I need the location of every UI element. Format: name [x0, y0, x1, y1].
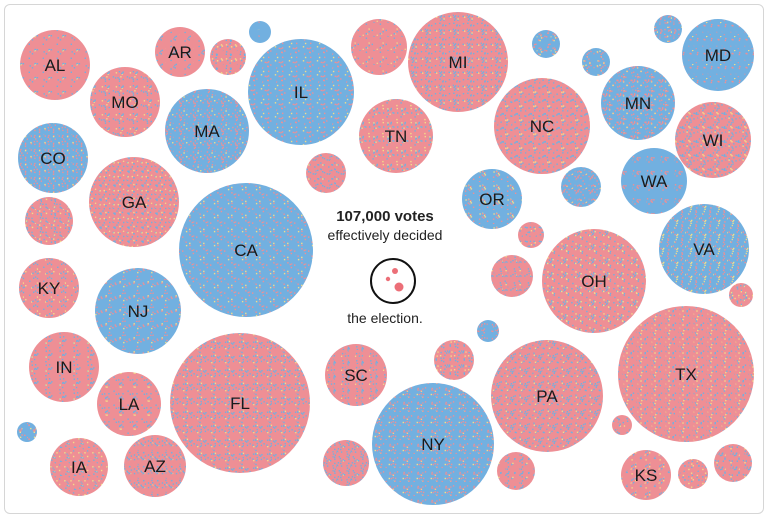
state-label-ky: KY: [38, 279, 61, 298]
state-bubble-wi: [675, 102, 751, 178]
state-bubble-ia: [50, 438, 108, 496]
state-bubble-ca: [179, 183, 313, 317]
decisive-votes-icon: [370, 258, 416, 304]
state-label-tx: TX: [675, 365, 697, 384]
state-bubble-unlabeled: [351, 19, 407, 75]
state-label-az: AZ: [144, 457, 166, 476]
state-label-fl: FL: [230, 394, 250, 413]
state-bubble-unlabeled: [434, 340, 474, 380]
state-bubble-unlabeled: [25, 197, 73, 245]
caption-headline: 107,000 votes: [336, 208, 434, 225]
state-bubble-unlabeled: [678, 459, 708, 489]
state-bubble-unlabeled: [210, 39, 246, 75]
caption-subline: effectively decided: [327, 227, 443, 243]
state-bubble-unlabeled: [17, 422, 37, 442]
state-bubble-or: [462, 169, 522, 229]
state-bubble-fl: [170, 333, 310, 473]
state-bubble-ga: [89, 157, 179, 247]
center-caption: 107,000 votes effectively decided the el…: [320, 208, 450, 326]
state-bubble-mo: [90, 67, 160, 137]
state-label-mi: MI: [449, 53, 468, 72]
state-label-ca: CA: [234, 241, 258, 260]
state-bubble-tn: [359, 99, 433, 173]
state-label-ks: KS: [635, 466, 658, 485]
state-bubble-unlabeled: [249, 21, 271, 43]
state-bubble-al: [20, 30, 90, 100]
state-label-ny: NY: [421, 435, 445, 454]
state-bubble-az: [124, 435, 186, 497]
caption-conclusion: the election.: [347, 310, 423, 326]
state-label-in: IN: [56, 358, 73, 377]
state-label-nc: NC: [530, 117, 555, 136]
state-label-sc: SC: [344, 366, 368, 385]
state-bubble-mn: [601, 66, 675, 140]
state-label-nj: NJ: [128, 302, 149, 321]
state-bubble-unlabeled: [497, 452, 535, 490]
state-label-or: OR: [479, 190, 505, 209]
state-label-ga: GA: [122, 193, 147, 212]
state-label-la: LA: [119, 395, 140, 414]
state-label-wi: WI: [703, 131, 724, 150]
state-bubble-pa: [491, 340, 603, 452]
state-label-ma: MA: [194, 122, 220, 141]
state-label-ar: AR: [168, 43, 192, 62]
state-label-oh: OH: [581, 272, 607, 291]
state-label-ia: IA: [71, 458, 88, 477]
state-bubble-unlabeled: [491, 255, 533, 297]
state-label-tn: TN: [385, 127, 408, 146]
state-bubble-unlabeled: [477, 320, 499, 342]
state-bubble-ny: [372, 383, 494, 505]
state-bubble-unlabeled: [306, 153, 346, 193]
state-bubble-ma: [165, 89, 249, 173]
state-bubble-nc: [494, 78, 590, 174]
state-bubble-il: [248, 39, 354, 145]
state-bubble-unlabeled: [612, 415, 632, 435]
state-label-md: MD: [705, 46, 731, 65]
state-bubble-in: [29, 332, 99, 402]
state-bubble-unlabeled: [532, 30, 560, 58]
state-bubble-nj: [95, 268, 181, 354]
state-bubble-co: [18, 123, 88, 193]
state-bubble-unlabeled: [561, 167, 601, 207]
state-label-mo: MO: [111, 93, 138, 112]
state-bubble-wa: [621, 148, 687, 214]
state-label-pa: PA: [536, 387, 558, 406]
state-bubble-md: [682, 19, 754, 91]
state-bubble-ky: [19, 258, 79, 318]
state-bubble-unlabeled: [518, 222, 544, 248]
state-bubble-tx: [618, 306, 754, 442]
state-bubble-mi: [408, 12, 508, 112]
state-label-va: VA: [693, 240, 715, 259]
state-bubble-la: [97, 372, 161, 436]
state-label-al: AL: [45, 56, 66, 75]
state-bubble-oh: [542, 229, 646, 333]
state-bubble-va: [659, 204, 749, 294]
state-label-wa: WA: [641, 172, 668, 191]
state-label-co: CO: [40, 149, 66, 168]
state-bubble-unlabeled: [729, 283, 753, 307]
state-bubble-unlabeled: [323, 440, 369, 486]
state-bubble-unlabeled: [654, 15, 682, 43]
state-label-mn: MN: [625, 94, 651, 113]
state-bubble-ks: [621, 450, 671, 500]
state-label-il: IL: [294, 83, 308, 102]
state-bubble-unlabeled: [714, 444, 752, 482]
state-bubble-unlabeled: [582, 48, 610, 76]
state-bubble-ar: [155, 27, 205, 77]
state-bubble-sc: [325, 344, 387, 406]
